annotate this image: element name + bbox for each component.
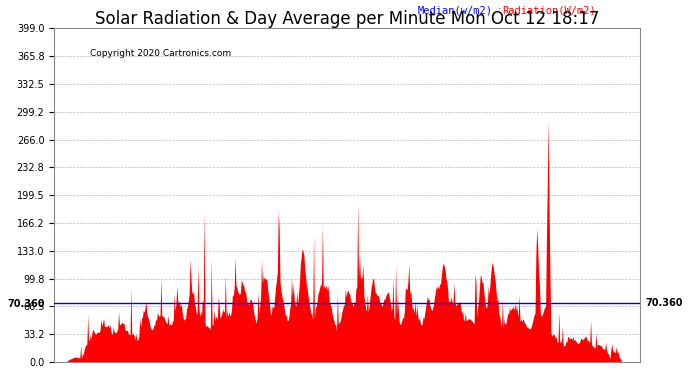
Title: Solar Radiation & Day Average per Minute Mon Oct 12 18:17: Solar Radiation & Day Average per Minute… [95,10,600,28]
Text: Copyright 2020 Cartronics.com: Copyright 2020 Cartronics.com [90,49,231,58]
Text: Radiation(W/m2): Radiation(W/m2) [502,5,596,15]
Text: 70.360: 70.360 [646,298,683,308]
Text: :: : [497,5,501,15]
Text: Median(w/m2): Median(w/m2) [417,5,493,15]
